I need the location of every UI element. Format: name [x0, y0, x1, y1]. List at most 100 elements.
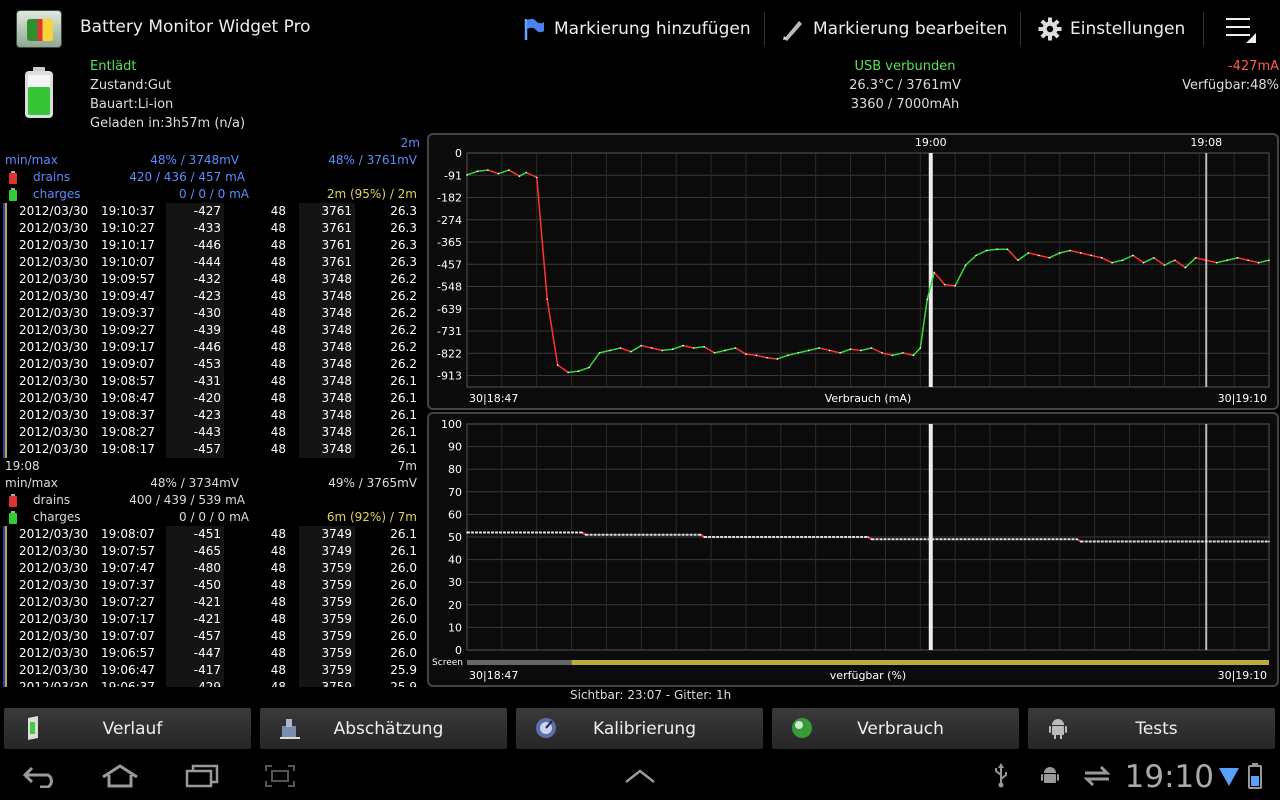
overflow-menu-icon[interactable]	[1226, 15, 1256, 43]
table-row[interactable]: 2012/03/30 19:07:37 -450 48 3759 26.0	[0, 577, 420, 594]
y-tick-label: 0	[455, 147, 462, 160]
table-cell: 25.9	[360, 679, 420, 687]
add-marker-button[interactable]: Markierung hinzufügen	[522, 14, 751, 44]
series-segment	[912, 347, 921, 356]
table-cell: 3759	[299, 560, 355, 577]
tab-calibration[interactable]: Kalibrierung	[516, 708, 763, 749]
data-point	[818, 347, 820, 349]
battery-status-header: Entlädt Zustand:Gut Bauart:Li-ion Gelade…	[0, 57, 1280, 135]
home-icon[interactable]	[100, 760, 140, 792]
data-point	[703, 345, 705, 348]
data-point	[630, 350, 632, 353]
table-row[interactable]: 2012/03/30 19:07:47 -480 48 3759 26.0	[0, 560, 420, 577]
app-icon[interactable]	[16, 10, 62, 48]
series-segment	[1143, 257, 1155, 264]
screenshot-icon[interactable]	[260, 760, 300, 792]
table-cell: 3748	[299, 288, 355, 305]
table-cell: -457	[166, 441, 224, 458]
series-segment	[1153, 257, 1165, 266]
series-segment	[1006, 248, 1019, 261]
series-segment	[745, 353, 757, 357]
table-row[interactable]: 2012/03/30 19:08:17 -457 48 3748 26.1	[0, 441, 420, 458]
edit-marker-button[interactable]: Markierung bearbeiten	[781, 14, 1007, 44]
table-cell: 19:09:37	[98, 305, 156, 322]
tab-consumption[interactable]: Verbrauch	[772, 708, 1019, 749]
table-row[interactable]: 2012/03/30 19:09:47 -423 48 3748 26.2	[0, 288, 420, 305]
table-row[interactable]: 2012/03/30 19:08:27 -443 48 3748 26.1	[0, 424, 420, 441]
table-cell: 3759	[299, 645, 355, 662]
table-cell: 2012/03/30	[16, 441, 102, 458]
table-row[interactable]: 2012/03/30 19:09:37 -430 48 3748 26.2	[0, 305, 420, 322]
table-cell: 3761	[299, 220, 355, 237]
table-row[interactable]: 2012/03/30 19:08:07 -451 48 3749 26.1	[0, 526, 420, 543]
table-cell: 19:06:47	[98, 662, 156, 679]
android-icon	[1046, 716, 1070, 740]
table-row[interactable]: 2012/03/30 19:07:07 -457 48 3759 26.0	[0, 628, 420, 645]
table-row[interactable]: 2012/03/30 19:07:57 -465 48 3749 26.1	[0, 543, 420, 560]
table-cell: 3759	[299, 628, 355, 645]
data-point	[577, 370, 580, 372]
back-icon[interactable]	[20, 760, 60, 792]
series-segment	[1017, 252, 1029, 261]
table-row[interactable]: 2012/03/30 19:08:57 -431 48 3748 26.1	[0, 373, 420, 390]
table-row[interactable]: 2012/03/30 19:06:37 -429 48 3759 25.9	[0, 679, 420, 687]
tab-tests[interactable]: Tests	[1028, 708, 1275, 749]
table-row[interactable]: 2012/03/30 19:10:37 -427 48 3761 26.3	[0, 203, 420, 220]
table-cell: 2012/03/30	[16, 203, 102, 220]
row-indicator	[3, 373, 7, 390]
table-row[interactable]: 2012/03/30 19:10:17 -446 48 3761 26.3	[0, 237, 420, 254]
table-cell: -443	[166, 424, 224, 441]
table-cell: 48	[234, 254, 289, 271]
table-row[interactable]: 2012/03/30 19:08:47 -420 48 3748 26.1	[0, 390, 420, 407]
gear-icon	[1038, 17, 1062, 41]
data-point	[867, 536, 869, 538]
table-cell: -432	[166, 271, 224, 288]
table-cell: 19:08:57	[98, 373, 156, 390]
table-row[interactable]: 2012/03/30 19:09:27 -439 48 3748 26.2	[0, 322, 420, 339]
table-cell: 26.2	[360, 322, 420, 339]
table-cell: 19:08:37	[98, 407, 156, 424]
plot-area	[466, 423, 1270, 651]
data-point	[1090, 254, 1092, 257]
y-tick-label: 90	[448, 441, 462, 454]
data-point	[787, 354, 789, 357]
action-bar: Battery Monitor Widget Pro Markierung hi…	[0, 0, 1280, 57]
consumption-chart[interactable]: 0 -91 -182 -274 -365 -457 -548 -639 -731 -822 -913…	[427, 133, 1279, 410]
series-segment	[714, 349, 726, 354]
table-cell: 26.0	[360, 628, 420, 645]
table-row[interactable]: 2012/03/30 19:06:57 -447 48 3759 26.0	[0, 645, 420, 662]
table-row[interactable]: 2012/03/30 19:06:47 -417 48 3759 25.9	[0, 662, 420, 679]
table-row[interactable]: 2012/03/30 19:09:17 -446 48 3748 26.2	[0, 339, 420, 356]
data-point	[1038, 254, 1040, 257]
tab-estimate[interactable]: Abschätzung	[260, 708, 507, 749]
series-segment	[535, 177, 548, 300]
table-cell: -450	[166, 577, 224, 594]
table-row[interactable]: 2012/03/30 19:07:17 -421 48 3759 26.0	[0, 611, 420, 628]
table-cell: 48	[234, 356, 289, 373]
data-point	[1100, 257, 1103, 259]
tab-history[interactable]: Verlauf	[4, 708, 251, 749]
x-start-label: 30|18:47	[469, 669, 518, 682]
data-point	[1079, 252, 1082, 254]
data-point	[1017, 259, 1019, 262]
series-segment	[518, 171, 527, 177]
settings-button[interactable]: Einstellungen	[1038, 14, 1185, 44]
series-segment	[588, 352, 601, 368]
recent-apps-icon[interactable]	[182, 760, 222, 792]
table-row[interactable]: 2012/03/30 19:07:27 -421 48 3759 26.0	[0, 594, 420, 611]
table-row[interactable]: 2012/03/30 19:10:07 -444 48 3761 26.3	[0, 254, 420, 271]
data-point	[1184, 266, 1187, 269]
table-row[interactable]: 2012/03/30 19:08:37 -423 48 3748 26.1	[0, 407, 420, 424]
series-segment	[735, 347, 747, 355]
table-row[interactable]: 2012/03/30 19:10:27 -433 48 3761 26.3	[0, 220, 420, 237]
table-cell: 2012/03/30	[16, 407, 102, 424]
table-row[interactable]: 2012/03/30 19:09:07 -453 48 3748 26.2	[0, 356, 420, 373]
table-row[interactable]: 2012/03/30 19:09:57 -432 48 3748 26.2	[0, 271, 420, 288]
available-chart[interactable]: 100 90 80 70 60 50 40 30 20 10 0 Screen 30|18:47 verf…	[427, 412, 1279, 687]
battery-log-list[interactable]: 2m min/max 48% / 3748mV 48% / 3761mV dra…	[0, 135, 425, 687]
table-cell: 48	[234, 271, 289, 288]
table-cell: 2012/03/30	[16, 373, 102, 390]
history-icon	[22, 716, 46, 740]
table-cell: 19:10:37	[98, 203, 156, 220]
chevron-up-icon[interactable]	[620, 760, 660, 792]
